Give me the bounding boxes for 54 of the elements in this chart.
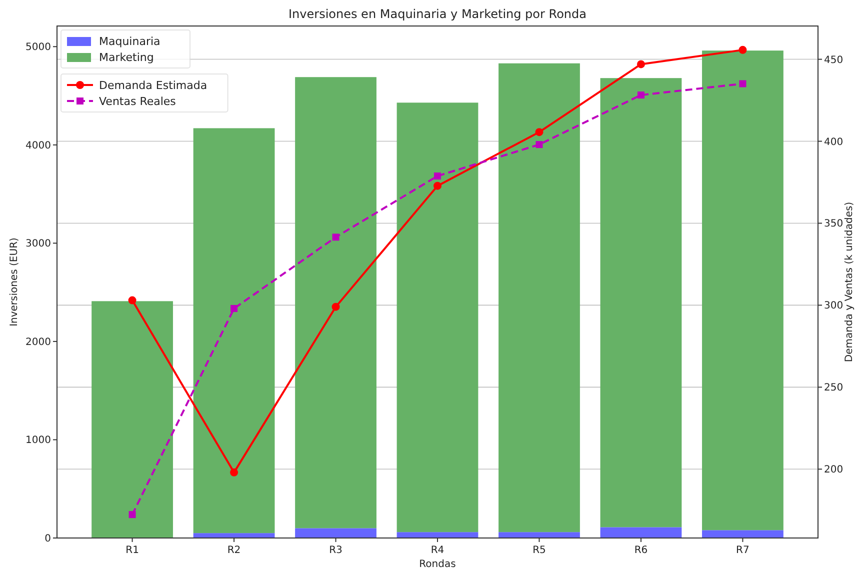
- x-tick-label: R4: [430, 545, 444, 556]
- legend-label: Maquinaria: [99, 35, 160, 48]
- y-axis-title: Inversiones (EUR): [9, 237, 20, 326]
- y-tick-label: 0: [44, 534, 51, 544]
- bar: [600, 527, 682, 538]
- point: [739, 80, 746, 88]
- point: [434, 172, 441, 180]
- bar: [396, 102, 478, 532]
- legend-label: Ventas Reales: [99, 95, 176, 108]
- point: [535, 128, 544, 136]
- legend-label: Demanda Estimada: [99, 79, 208, 92]
- y2-tick-label: 450: [824, 54, 844, 66]
- y-tick-label: 3000: [26, 238, 51, 250]
- bar: [498, 532, 580, 538]
- y-tick-label: 1000: [26, 435, 51, 446]
- y2-tick-label: 400: [824, 136, 844, 148]
- y-tick-label: 2000: [26, 336, 51, 348]
- x-tick-label: R3: [329, 545, 342, 556]
- legend-label: Marketing: [99, 51, 154, 64]
- x-tick-label: R2: [227, 545, 241, 556]
- bar: [295, 77, 376, 528]
- point: [230, 468, 238, 476]
- y2-tick-label: 250: [824, 382, 844, 394]
- bar: [295, 528, 376, 538]
- x-tick-label: R7: [736, 545, 750, 556]
- x-tick-label: R1: [126, 545, 139, 556]
- point: [434, 182, 442, 190]
- point: [637, 92, 644, 99]
- y2-tick-label: 300: [824, 300, 844, 312]
- bar: [396, 532, 478, 538]
- x-tick-label: R5: [532, 545, 546, 556]
- y2-tick-label: 350: [824, 218, 844, 230]
- y-tick-label: 5000: [26, 42, 51, 54]
- point: [536, 141, 543, 148]
- bar: [498, 63, 580, 532]
- bar: [193, 128, 275, 534]
- point: [738, 46, 747, 54]
- bar: [702, 530, 784, 538]
- point: [230, 304, 238, 312]
- y-tick-label: 4000: [26, 140, 51, 152]
- bar: [92, 301, 173, 538]
- bar: [193, 533, 275, 538]
- point: [128, 296, 136, 304]
- x-axis-title: Rondas: [419, 559, 456, 568]
- bar: [702, 50, 784, 530]
- chart-title: Inversiones en Maquinaria y Marketing por Ronda: [288, 7, 586, 21]
- point: [128, 511, 136, 518]
- point: [636, 60, 645, 68]
- point: [332, 302, 340, 311]
- point: [332, 234, 340, 241]
- y2-tick-label: 200: [824, 464, 844, 476]
- bar: [600, 78, 682, 528]
- y2-axis-title: Demanda y Ventas (k unidades): [844, 202, 855, 362]
- x-tick-label: R6: [634, 545, 648, 556]
